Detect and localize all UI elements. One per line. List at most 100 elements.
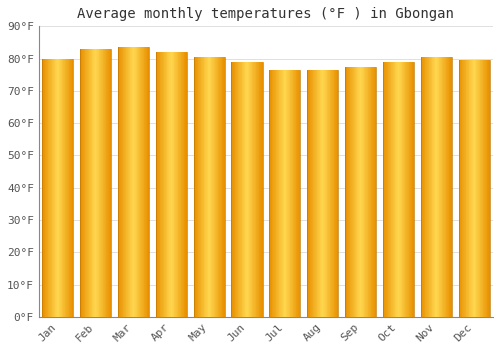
Bar — [183, 52, 184, 317]
Bar — [165, 52, 166, 317]
Bar — [260, 62, 261, 317]
Bar — [277, 70, 278, 317]
Bar — [87, 49, 88, 317]
Bar — [346, 66, 348, 317]
Bar — [365, 66, 366, 317]
Bar — [460, 60, 461, 317]
Bar — [140, 47, 141, 317]
Bar — [44, 58, 46, 317]
Bar — [128, 47, 129, 317]
Bar — [312, 70, 314, 317]
Bar — [106, 49, 107, 317]
Bar — [178, 52, 179, 317]
Bar — [234, 62, 236, 317]
Bar — [388, 62, 389, 317]
Bar — [256, 62, 257, 317]
Bar — [139, 47, 140, 317]
Bar — [168, 52, 169, 317]
Bar — [291, 70, 292, 317]
Bar — [212, 57, 213, 317]
Bar — [363, 66, 364, 317]
Title: Average monthly temperatures (°F ) in Gbongan: Average monthly temperatures (°F ) in Gb… — [78, 7, 454, 21]
Bar — [220, 57, 221, 317]
Bar — [328, 70, 329, 317]
Bar — [83, 49, 84, 317]
Bar — [148, 47, 149, 317]
Bar — [486, 60, 488, 317]
Bar — [462, 60, 464, 317]
Bar — [480, 60, 481, 317]
Bar — [81, 49, 82, 317]
Bar — [458, 60, 460, 317]
Bar — [397, 62, 398, 317]
Bar — [62, 58, 63, 317]
Bar — [255, 62, 256, 317]
Bar — [476, 60, 477, 317]
Bar — [253, 62, 254, 317]
Bar — [441, 57, 442, 317]
Bar — [282, 70, 284, 317]
Bar — [299, 70, 300, 317]
Bar — [311, 70, 312, 317]
Bar — [88, 49, 90, 317]
Bar — [412, 62, 413, 317]
Bar — [406, 62, 407, 317]
Bar — [316, 70, 318, 317]
Bar — [488, 60, 489, 317]
Bar — [404, 62, 406, 317]
Bar — [310, 70, 311, 317]
Bar — [296, 70, 298, 317]
Bar — [221, 57, 222, 317]
Bar — [242, 62, 243, 317]
Bar — [470, 60, 471, 317]
Bar — [251, 62, 252, 317]
Bar — [204, 57, 206, 317]
Bar — [219, 57, 220, 317]
Bar — [292, 70, 294, 317]
Bar — [345, 66, 346, 317]
Bar — [356, 66, 358, 317]
Bar — [308, 70, 310, 317]
Bar — [174, 52, 175, 317]
Bar — [366, 66, 367, 317]
Bar — [96, 49, 97, 317]
Bar — [217, 57, 218, 317]
Bar — [442, 57, 444, 317]
Bar — [258, 62, 260, 317]
Bar — [159, 52, 160, 317]
Bar — [373, 66, 374, 317]
Bar — [120, 47, 121, 317]
Bar — [450, 57, 451, 317]
Bar — [387, 62, 388, 317]
Bar — [238, 62, 239, 317]
Bar — [163, 52, 164, 317]
Bar — [274, 70, 275, 317]
Bar — [239, 62, 240, 317]
Bar — [354, 66, 355, 317]
Bar — [170, 52, 172, 317]
Bar — [195, 57, 196, 317]
Bar — [142, 47, 143, 317]
Bar — [136, 47, 138, 317]
Bar — [318, 70, 319, 317]
Bar — [331, 70, 332, 317]
Bar — [49, 58, 50, 317]
Bar — [92, 49, 94, 317]
Bar — [325, 70, 326, 317]
Bar — [130, 47, 131, 317]
Bar — [358, 66, 359, 317]
Bar — [471, 60, 472, 317]
Bar — [389, 62, 390, 317]
Bar — [422, 57, 423, 317]
Bar — [348, 66, 349, 317]
Bar — [437, 57, 438, 317]
Bar — [413, 62, 414, 317]
Bar — [285, 70, 286, 317]
Bar — [210, 57, 212, 317]
Bar — [134, 47, 135, 317]
Bar — [50, 58, 51, 317]
Bar — [176, 52, 178, 317]
Bar — [254, 62, 255, 317]
Bar — [67, 58, 68, 317]
Bar — [110, 49, 111, 317]
